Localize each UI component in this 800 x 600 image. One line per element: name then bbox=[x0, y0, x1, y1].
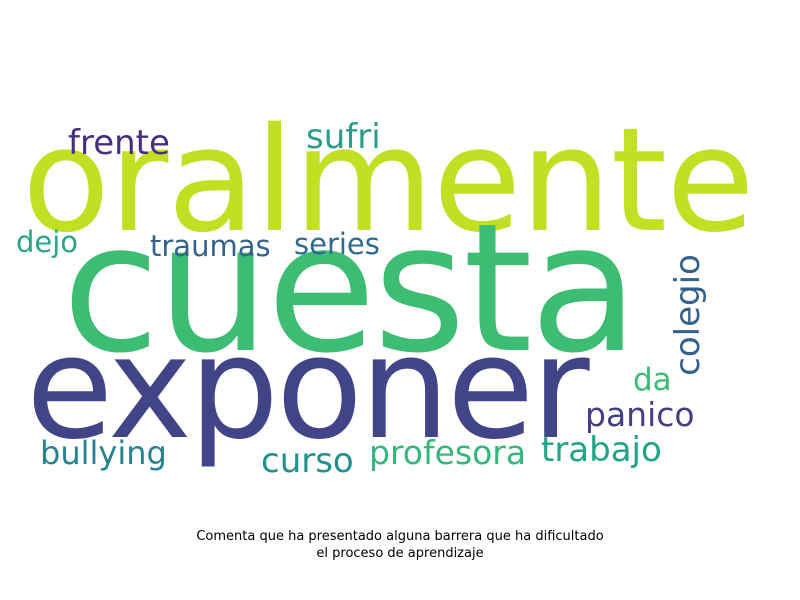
word-dejo: dejo bbox=[16, 225, 79, 259]
word-exponer: exponer bbox=[26, 306, 590, 471]
word-bullying: bullying bbox=[40, 434, 167, 472]
word-curso: curso bbox=[261, 441, 354, 481]
word-traumas: traumas bbox=[150, 229, 271, 263]
caption-line-2: el proceso de aprendizaje bbox=[316, 546, 484, 561]
word-da: da bbox=[633, 362, 672, 398]
figure-caption: Comenta que ha presentado alguna barrera… bbox=[0, 528, 800, 562]
word-series: series bbox=[294, 227, 380, 261]
word-trabajo: trabajo bbox=[541, 430, 662, 470]
word-sufri: sufri bbox=[306, 117, 381, 157]
word-frente: frente bbox=[68, 123, 170, 163]
caption-line-1: Comenta que ha presentado alguna barrera… bbox=[196, 529, 604, 544]
word-profesora: profesora bbox=[369, 433, 527, 472]
word-panico: panico bbox=[585, 395, 695, 434]
word-oralmente: oralmente bbox=[22, 96, 755, 264]
word-colegio: colegio bbox=[667, 254, 708, 376]
word-cuesta: cuesta bbox=[62, 185, 639, 392]
